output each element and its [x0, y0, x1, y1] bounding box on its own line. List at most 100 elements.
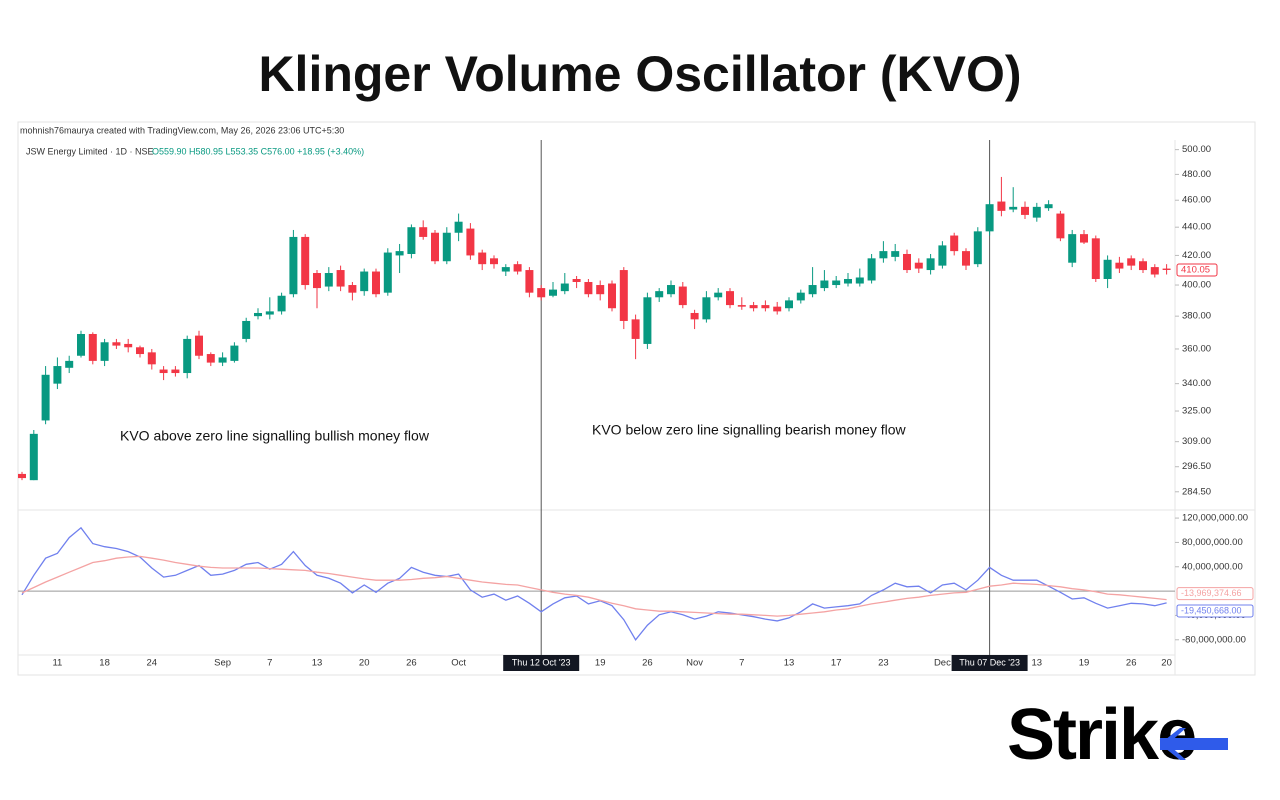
x-tick-label: 13: [784, 658, 795, 669]
annotation: KVO below zero line signalling bearish m…: [592, 422, 906, 438]
x-tick-label: 11: [52, 658, 62, 669]
last-value-box: [1176, 604, 1254, 618]
chart-frame: [17, 121, 1256, 676]
candle-body: [301, 236, 310, 286]
candle-body: [466, 228, 475, 256]
y-tick-label: 480.00: [1182, 169, 1211, 180]
candle-body: [584, 282, 593, 295]
chart-title: Klinger Volume Oscillator (KVO): [258, 46, 1021, 102]
candle-body: [195, 335, 203, 356]
candle-body: [714, 292, 723, 298]
candle-body: [230, 345, 239, 361]
x-tick-label: 26: [406, 658, 417, 669]
candle-body: [513, 264, 522, 272]
candle-body: [454, 221, 463, 233]
y-tick-label: 460.00: [1182, 195, 1211, 206]
candle-body: [1091, 238, 1100, 279]
x-tick-label: 7: [267, 658, 272, 669]
candle-body: [926, 258, 935, 271]
x-tick-label: Oct: [451, 658, 466, 669]
candle-body: [619, 270, 628, 321]
candle-body: [254, 312, 262, 317]
candle-body: [206, 354, 215, 363]
candle-body: [950, 235, 959, 252]
candle-body: [985, 204, 994, 232]
crosshair-label-box: [951, 655, 1028, 671]
candle-body: [832, 280, 841, 286]
symbol: JSW Energy Limited · 1D · NSE: [26, 146, 154, 156]
candle-body: [962, 251, 970, 266]
x-tick-label: 17: [831, 658, 842, 669]
candle-body: [1139, 261, 1147, 271]
crosshair-label: Thu 07 Dec '23: [959, 657, 1020, 667]
y-tick-label: 120,000,000.00: [1182, 513, 1248, 524]
candle-body: [88, 333, 97, 361]
candle-body: [18, 473, 26, 479]
candle-body: [407, 227, 416, 254]
candle-body: [171, 369, 180, 374]
crosshair-label-box: [503, 655, 580, 671]
candle-body: [749, 305, 758, 309]
y-tick-label: 360.00: [1182, 343, 1211, 354]
y-tick-label: 284.50: [1182, 486, 1211, 497]
y-tick-label: 40,000,000.00: [1182, 561, 1243, 572]
candle-body: [501, 267, 510, 272]
candle-body: [360, 271, 369, 292]
candle-body: [1103, 259, 1112, 279]
candle-body: [867, 258, 876, 281]
candle-body: [1080, 234, 1088, 243]
candle-body: [159, 369, 168, 374]
candle-body: [1127, 258, 1136, 266]
candle-body: [820, 280, 829, 289]
brand-accent: [1160, 728, 1228, 760]
candle-body: [796, 292, 805, 301]
candle-body: [1021, 206, 1029, 215]
candle-body: [124, 343, 133, 348]
y-tick-label: 400.00: [1182, 280, 1211, 291]
kvo-line: [21, 555, 1167, 617]
candle-body: [1115, 262, 1124, 269]
candle-body: [77, 333, 85, 356]
candle-body: [1150, 267, 1159, 275]
candle-body: [265, 311, 274, 315]
candle-body: [112, 342, 121, 346]
x-tick-label: 26: [642, 658, 653, 669]
candle-body: [100, 342, 109, 361]
x-tick-label: 18: [99, 658, 110, 669]
quote: O559.90 H580.95 L553.35 C576.00 +18.95 (…: [152, 146, 364, 156]
candle-body: [914, 262, 923, 269]
candle-body: [973, 231, 982, 265]
candle-body: [372, 271, 380, 295]
candle-body: [218, 357, 227, 363]
candle-body: [147, 352, 156, 365]
crosshair-label: Thu 12 Oct '23: [512, 657, 571, 667]
y-tick-label: 500.00: [1182, 144, 1211, 155]
candle-body: [1009, 206, 1018, 210]
candle-body: [690, 312, 699, 320]
candle-body: [383, 252, 392, 293]
x-tick-label: 19: [1079, 658, 1090, 669]
y-tick-label: -80,000,000.00: [1182, 634, 1246, 645]
candle-body: [549, 289, 557, 296]
candle-body: [65, 360, 74, 368]
candle-body: [596, 285, 605, 295]
candle-body: [879, 251, 888, 259]
candle-body: [419, 227, 428, 237]
candle-body: [1032, 206, 1041, 218]
y-tick-label: 380.00: [1182, 311, 1211, 322]
candle-body: [997, 201, 1006, 211]
candle-body: [761, 305, 770, 309]
candle-body: [808, 285, 817, 295]
candle-body: [1162, 268, 1171, 270]
candle-body: [608, 283, 616, 309]
candle-body: [324, 273, 333, 287]
y-tick-label: 296.50: [1182, 461, 1211, 472]
y-tick-label: 440.00: [1182, 222, 1211, 233]
x-tick-label: 13: [1032, 658, 1043, 669]
candle-body: [336, 270, 345, 287]
candle-body: [678, 286, 687, 306]
x-tick-label: 7: [739, 658, 744, 669]
candle-body: [773, 306, 782, 312]
y-tick-label: 309.00: [1182, 436, 1211, 447]
